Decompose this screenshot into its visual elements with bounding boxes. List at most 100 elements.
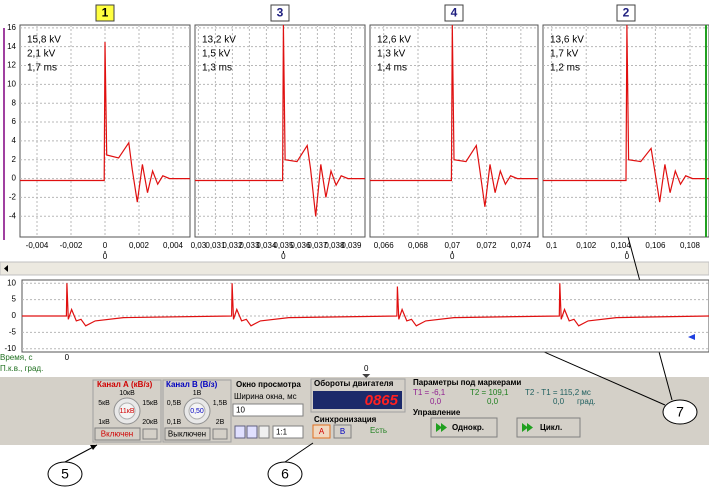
y-tick-label: 10 (7, 79, 16, 88)
readout: 13,2 kV (202, 35, 236, 46)
x-tick-label: 0,034 (256, 241, 277, 250)
callout-label: 7 (676, 404, 684, 420)
readout: 1,2 ms (550, 63, 580, 74)
rpm-value: 0865 (365, 392, 399, 409)
signal-trace (370, 25, 538, 207)
channel-a-title: Канал А (кВ/з) (97, 380, 153, 389)
single-button[interactable] (430, 417, 498, 438)
button-label: Включен (101, 430, 133, 439)
zoom-fit[interactable] (258, 425, 270, 439)
x-tick-label: 0,037 (307, 241, 328, 250)
x-tick-label: 0,102 (576, 241, 597, 250)
callout (662, 399, 698, 425)
x-tick-label: 0 (103, 241, 108, 250)
angle-unit: град. (577, 397, 596, 406)
readout: 1,3 kV (377, 49, 406, 60)
readout: 1,4 ms (377, 63, 407, 74)
x-tick-label: 0,066 (374, 241, 395, 250)
y-tick-label: 16 (7, 23, 16, 32)
x-tick-label: 0,038 (324, 241, 345, 250)
channel-b-toggle[interactable] (164, 427, 211, 441)
arrow-head (90, 445, 97, 450)
x-tick-label: 0,07 (444, 241, 460, 250)
knob-setting: 0,50 (190, 408, 204, 415)
knob-scale: 0,5В (167, 400, 182, 407)
channel-b-group (162, 379, 232, 443)
single-icon (436, 423, 447, 432)
y-tick-label: -4 (9, 211, 17, 220)
cycle-icon (522, 423, 533, 432)
y-tick-label: -2 (9, 193, 17, 202)
cycle-button[interactable] (516, 417, 581, 438)
marker-arrow (688, 334, 695, 340)
rpm-title: Обороты двигателя (314, 379, 394, 388)
view-window-title: Окно просмотра (236, 380, 301, 389)
readout: 2,1 kV (27, 49, 56, 60)
button-label: Выключен (168, 430, 206, 439)
signal-trace (543, 25, 709, 203)
x-tick-label: 0,036 (290, 241, 311, 250)
time-tick-label: 0 (65, 353, 70, 362)
channel-a-toggle[interactable] (94, 427, 141, 441)
y-tick-label: 6 (12, 117, 17, 126)
signal-trace (20, 41, 190, 203)
x-tick-label: 0,072 (477, 241, 498, 250)
callout (267, 461, 303, 487)
zoom-out[interactable] (246, 425, 258, 439)
y-tick-label: -5 (9, 327, 17, 336)
channel-b-settings[interactable] (212, 428, 228, 440)
callout-label: 5 (61, 466, 69, 482)
width-label: Ширина окна, мс (234, 392, 297, 401)
y-tick-label: 5 (12, 295, 17, 304)
y-tick-label: 14 (7, 42, 16, 51)
scroll-left[interactable] (4, 265, 8, 272)
x-tick-label: 0,002 (129, 241, 150, 250)
t1-angle: 0,0 (430, 397, 442, 406)
signal-trace (195, 25, 365, 217)
signal-trace (22, 283, 709, 327)
t-diff: T2 - T1 = 115,2 мс (525, 388, 591, 397)
x-tick-label: 0,03 (191, 241, 207, 250)
t1: T1 = -6,1 (413, 388, 446, 397)
y-tick-label: 0 (12, 311, 17, 320)
sync-b[interactable] (333, 424, 352, 439)
x-tick-label: 0,032 (222, 241, 243, 250)
knob-scale: 0,1В (167, 419, 182, 426)
angle-axis-label: П.к.в., град. (0, 364, 43, 373)
sync-a[interactable] (312, 424, 331, 439)
zoom-in[interactable] (234, 425, 246, 439)
y-tick-label: 8 (12, 98, 17, 107)
angle-tick-label: 0 (450, 252, 455, 261)
knob-scale: 10кВ (119, 390, 135, 397)
sync-b-label: В (340, 427, 345, 436)
x-tick-label: 0,031 (205, 241, 226, 250)
cylinder-number: 3 (277, 6, 284, 20)
zoom-select[interactable] (272, 425, 304, 439)
channel-a-group (92, 379, 162, 443)
width-input[interactable] (232, 403, 304, 417)
readout: 1,5 kV (202, 49, 231, 60)
sync-a-label: А (319, 427, 325, 436)
angle-tick-label: 0 (103, 252, 108, 261)
cylinder-badge[interactable] (95, 4, 115, 22)
cylinder-badge[interactable] (270, 4, 290, 22)
cylinder-badge[interactable] (444, 4, 464, 22)
cylinder-number: 4 (451, 6, 458, 20)
knob-scale: 5кВ (98, 400, 110, 407)
x-tick-label: 0,108 (680, 241, 701, 250)
channel-a-settings[interactable] (142, 428, 158, 440)
readout: 1,7 kV (550, 49, 579, 60)
diff-angle: 0,0 (553, 397, 565, 406)
angle-tick-label: 0 (281, 252, 286, 261)
cylinder-number: 2 (623, 6, 630, 20)
cylinder-badge[interactable] (616, 4, 636, 22)
y-tick-label: 0 (12, 174, 17, 183)
callout-line (284, 442, 314, 463)
scrollbar[interactable] (0, 261, 709, 276)
angle-tick-label: 0 (364, 364, 369, 373)
x-tick-label: -0,002 (60, 241, 83, 250)
x-tick-label: 0,106 (645, 241, 666, 250)
cycle-label: Цикл. (540, 423, 562, 432)
callout-line (64, 444, 98, 463)
